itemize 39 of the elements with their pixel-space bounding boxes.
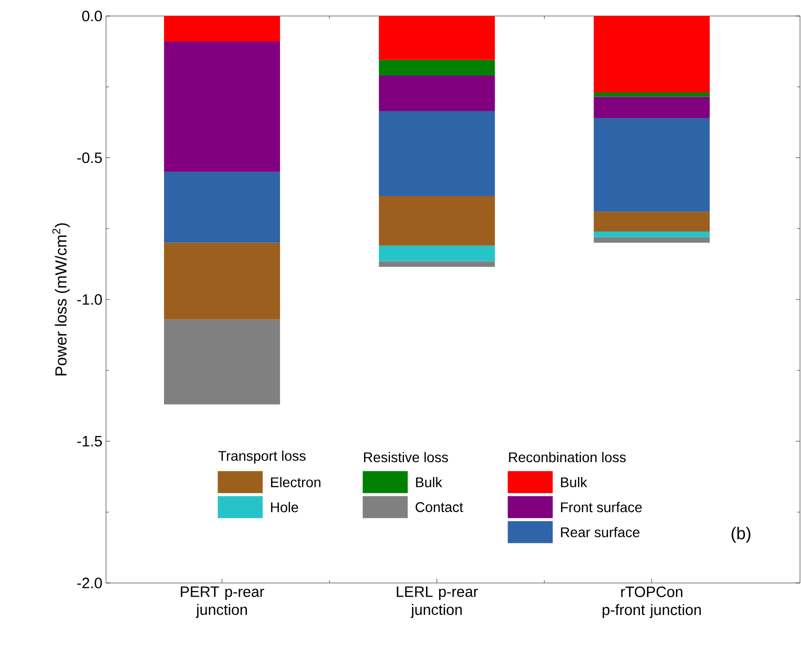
bar (164, 42, 280, 172)
bar (378, 261, 495, 267)
bar (378, 246, 495, 262)
bar (378, 76, 495, 111)
bar (378, 196, 495, 246)
bar (594, 212, 710, 232)
y-tick-label: -1.5 (77, 436, 102, 446)
bar (164, 16, 280, 42)
x-tick-label: PERT p-rear junction (180, 586, 264, 618)
annotation: Reconbination loss (509, 452, 626, 462)
bar (164, 242, 280, 320)
legend-label: Rear surface (561, 526, 640, 538)
legend-label: Front surface (561, 502, 642, 512)
bar (594, 92, 710, 97)
legend-label: Bulk (416, 476, 442, 488)
bar (378, 16, 495, 60)
y-tick-label: -2.0 (77, 578, 102, 588)
bar (594, 237, 710, 243)
y-tick-label: -1.0 (77, 294, 102, 305)
legend-label: Hole (271, 502, 298, 512)
bar (594, 16, 710, 93)
legend-label: Bulk (561, 476, 588, 488)
legend-label: Contact (416, 502, 464, 512)
bar (164, 319, 280, 404)
bar (164, 172, 280, 243)
bar (594, 96, 710, 118)
bar (378, 110, 495, 196)
x-tick-label: rTOPCon p-front junction (602, 586, 701, 618)
bar (594, 118, 710, 212)
legend-label: Electron (271, 476, 320, 488)
bar (594, 231, 710, 238)
x-tick-label: LERL p-rear junction (396, 586, 478, 618)
y-tick-label: -0.5 (77, 152, 102, 164)
annotation: (b) (732, 526, 750, 543)
y-axis-title: Power loss (mW/cm$^{2}$) (52, 223, 70, 376)
y-tick-label: 0.0 (82, 10, 102, 22)
bar (378, 60, 495, 76)
annotation: Transport loss (218, 450, 306, 464)
annotation: Resistive loss (364, 452, 448, 462)
